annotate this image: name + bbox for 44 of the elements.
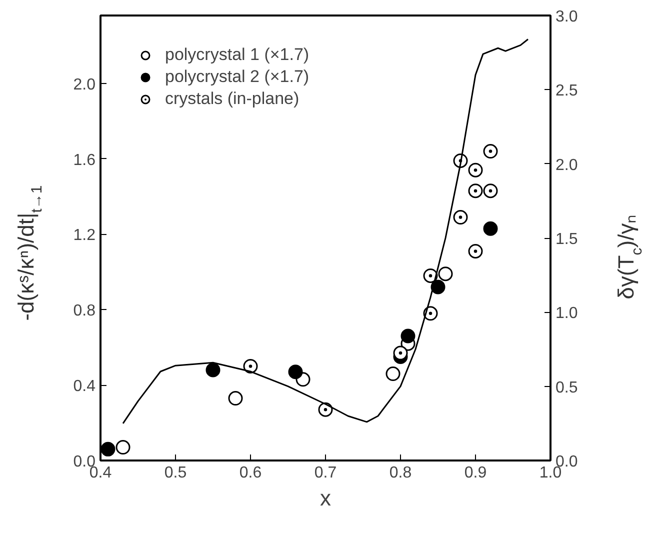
legend-label: crystals (in-plane) (165, 89, 300, 109)
y2-tick-label: 1.5 (556, 231, 578, 248)
y-tick-label: 1.6 (73, 152, 96, 169)
y2-tick-label: 1.0 (556, 305, 578, 322)
x-axis-title: x (320, 486, 331, 510)
point (430, 280, 446, 294)
point (100, 442, 116, 456)
y-axis-title: -d(κˢ/κⁿ)/dt|t→1 (14, 185, 46, 321)
point (453, 210, 468, 224)
y-tick-label: 2.0 (73, 76, 96, 94)
point (423, 306, 438, 321)
point (468, 184, 483, 198)
point (423, 268, 438, 283)
point (318, 402, 333, 417)
point (393, 346, 408, 360)
legend-label: polycrystal 1 (×1.7) (165, 45, 310, 65)
point (468, 162, 483, 178)
y2-tick-label: 2.0 (556, 156, 578, 174)
x-tick-label: 0.6 (239, 464, 262, 482)
y-tick-label: 1.2 (73, 227, 96, 244)
x-tick-label: 0.8 (389, 464, 412, 482)
point (483, 144, 498, 158)
y2-axis-title: δγ(Tc)/γₙ (614, 214, 646, 300)
y-tick-label: 0.8 (73, 302, 96, 320)
y2-tick-label: 2.5 (556, 82, 578, 100)
point (400, 328, 416, 344)
point (438, 266, 453, 282)
point (483, 221, 498, 236)
point (206, 362, 220, 378)
x-tick-label: 0.7 (314, 464, 337, 482)
point (483, 184, 498, 198)
y2-tick-label: 0.5 (556, 379, 578, 396)
line-series (122, 38, 529, 424)
y2-tick-label: 3.0 (556, 8, 578, 26)
point (468, 244, 483, 258)
point (116, 440, 130, 455)
point (386, 366, 400, 381)
y-tick-label: 0.4 (73, 378, 96, 396)
x-tick-label: 0.9 (464, 464, 487, 482)
legend-label: polycrystal 2 (×1.7) (165, 67, 310, 87)
x-tick-label: 0.5 (164, 464, 187, 482)
point (228, 391, 243, 406)
point (288, 364, 303, 380)
point (243, 358, 258, 374)
